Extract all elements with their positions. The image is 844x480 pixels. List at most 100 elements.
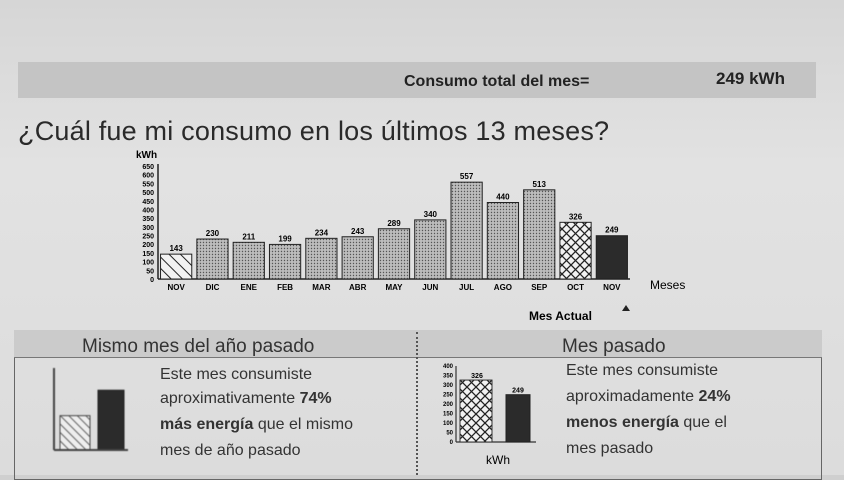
bar-value-label: 340	[424, 210, 438, 219]
mini-left-bar-current	[97, 389, 125, 451]
x-tick-label: FEB	[277, 283, 293, 292]
y-axis-label: kWh	[136, 150, 157, 161]
same-month-rest: que el mismo	[253, 416, 353, 433]
bar-value-label: 230	[206, 229, 220, 238]
bar-value-label: 211	[242, 232, 255, 241]
same-month-prefix: aproximativamente	[160, 390, 300, 407]
y-tick-label: 400	[142, 207, 154, 214]
bar-value-label: 249	[605, 226, 619, 235]
bar-value-label: 513	[533, 180, 547, 189]
last-month-percent: 24%	[698, 388, 731, 405]
mini-right-value-previous: 326	[471, 373, 483, 380]
mini-right-y-tick: 150	[443, 412, 454, 418]
mini-right-y-tick: 300	[443, 383, 454, 389]
y-tick-label: 100	[142, 260, 154, 267]
mini-right-y-tick: 50	[446, 431, 453, 437]
chart-question: ¿Cuál fue mi consumo en los últimos 13 m…	[18, 116, 610, 146]
bar-mar	[305, 237, 338, 280]
bar-value-label: 289	[387, 219, 401, 228]
y-tick-label: 600	[142, 173, 154, 180]
bar-dic	[196, 238, 229, 280]
bar-value-label: 557	[460, 172, 474, 181]
mini-right-bar-current	[505, 394, 531, 443]
comparison-header	[14, 330, 822, 358]
mini-right-y-tick: 100	[443, 421, 454, 427]
x-tick-label: AGO	[494, 283, 512, 292]
last-month-line4: mes pasado	[566, 440, 654, 457]
x-tick-label: DIC	[206, 283, 220, 292]
same-month-bold: más energía	[160, 416, 254, 433]
same-month-line3: más energía que el mismo	[160, 416, 353, 434]
mini-right-y-tick: 400	[443, 364, 454, 370]
mini-right-y-tick: 350	[443, 374, 454, 380]
y-tick-label: 150	[142, 251, 154, 258]
y-tick-label: 0	[150, 277, 154, 284]
same-month-percent: 74%	[299, 390, 332, 407]
bar-feb	[268, 243, 302, 280]
bar-value-label: 143	[169, 244, 183, 253]
bar-jul	[450, 181, 483, 280]
same-month-line2: aproximativamente 74%	[160, 390, 332, 408]
current-month-arrow-icon	[622, 305, 630, 311]
bar-value-label: 326	[569, 212, 583, 221]
same-month-line4: mes de año pasado	[160, 442, 301, 459]
y-tick-label: 450	[142, 199, 154, 206]
x-tick-label: JUL	[459, 283, 474, 292]
mini-right-bar-previous	[459, 379, 493, 443]
mini-right-value-current: 249	[512, 388, 524, 395]
x-tick-label: OCT	[567, 283, 584, 292]
x-tick-label: ABR	[349, 283, 367, 292]
x-tick-label: MAR	[312, 283, 330, 292]
same-month-mini-chart	[53, 368, 128, 451]
bar-sep	[523, 189, 556, 280]
x-tick-label: MAY	[385, 283, 403, 292]
bar-abr	[341, 236, 374, 280]
y-tick-label: 650	[142, 164, 154, 171]
y-tick-label: 300	[142, 225, 154, 232]
bar-nov	[595, 235, 628, 280]
x-tick-label: ENE	[241, 283, 258, 292]
bar-ene	[232, 241, 265, 280]
x-axis-label: Meses	[650, 278, 685, 292]
total-banner	[18, 62, 816, 98]
mini-right-y-tick: 0	[450, 440, 454, 446]
consumption-chart: kWh0501001502002503003504004505005506006…	[136, 150, 685, 323]
bar-ago	[486, 202, 520, 280]
y-tick-label: 500	[142, 190, 154, 197]
mini-right-y-tick: 250	[443, 393, 454, 399]
total-label: Consumo total del mes=	[404, 73, 590, 90]
mini-right-unit: kWh	[486, 453, 510, 467]
total-value: 249 kWh	[716, 69, 785, 88]
last-month-prefix: aproximadamente	[566, 388, 699, 405]
bar-jun	[414, 219, 447, 280]
bar-value-label: 440	[496, 193, 510, 202]
current-month-label: Mes Actual	[529, 309, 592, 323]
y-tick-label: 350	[142, 216, 154, 223]
y-tick-label: 250	[142, 234, 154, 241]
last-month-line2: aproximadamente 24%	[566, 388, 731, 406]
x-tick-label: SEP	[531, 283, 548, 292]
y-tick-label: 550	[142, 181, 154, 188]
mini-left-bar-last-year	[59, 415, 91, 451]
bar-nov	[160, 253, 193, 280]
x-tick-label: JUN	[422, 283, 438, 292]
x-tick-label: NOV	[167, 283, 185, 292]
same-month-title: Mismo mes del año pasado	[82, 336, 315, 357]
bar-value-label: 234	[315, 228, 329, 237]
mini-right-y-tick: 200	[443, 402, 454, 408]
bar-may	[377, 228, 411, 280]
last-month-line3: menos energía que el	[566, 414, 727, 432]
bar-oct	[559, 221, 592, 280]
bar-value-label: 199	[278, 234, 292, 243]
bar-value-label: 243	[351, 227, 365, 236]
last-month-title: Mes pasado	[562, 336, 666, 357]
last-month-mini-chart: 0 50 100 150 200 250 300 350 400 326 249 kWh	[443, 364, 536, 467]
last-month-rest: que el	[678, 414, 727, 431]
panel-divider	[416, 332, 418, 475]
last-month-line1: Este mes consumiste	[566, 362, 719, 379]
same-month-line1: Este mes consumiste	[160, 366, 313, 383]
y-tick-label: 200	[142, 242, 154, 249]
y-tick-label: 50	[146, 268, 154, 275]
x-tick-label: NOV	[603, 283, 621, 292]
last-month-bold: menos energía	[566, 414, 679, 431]
